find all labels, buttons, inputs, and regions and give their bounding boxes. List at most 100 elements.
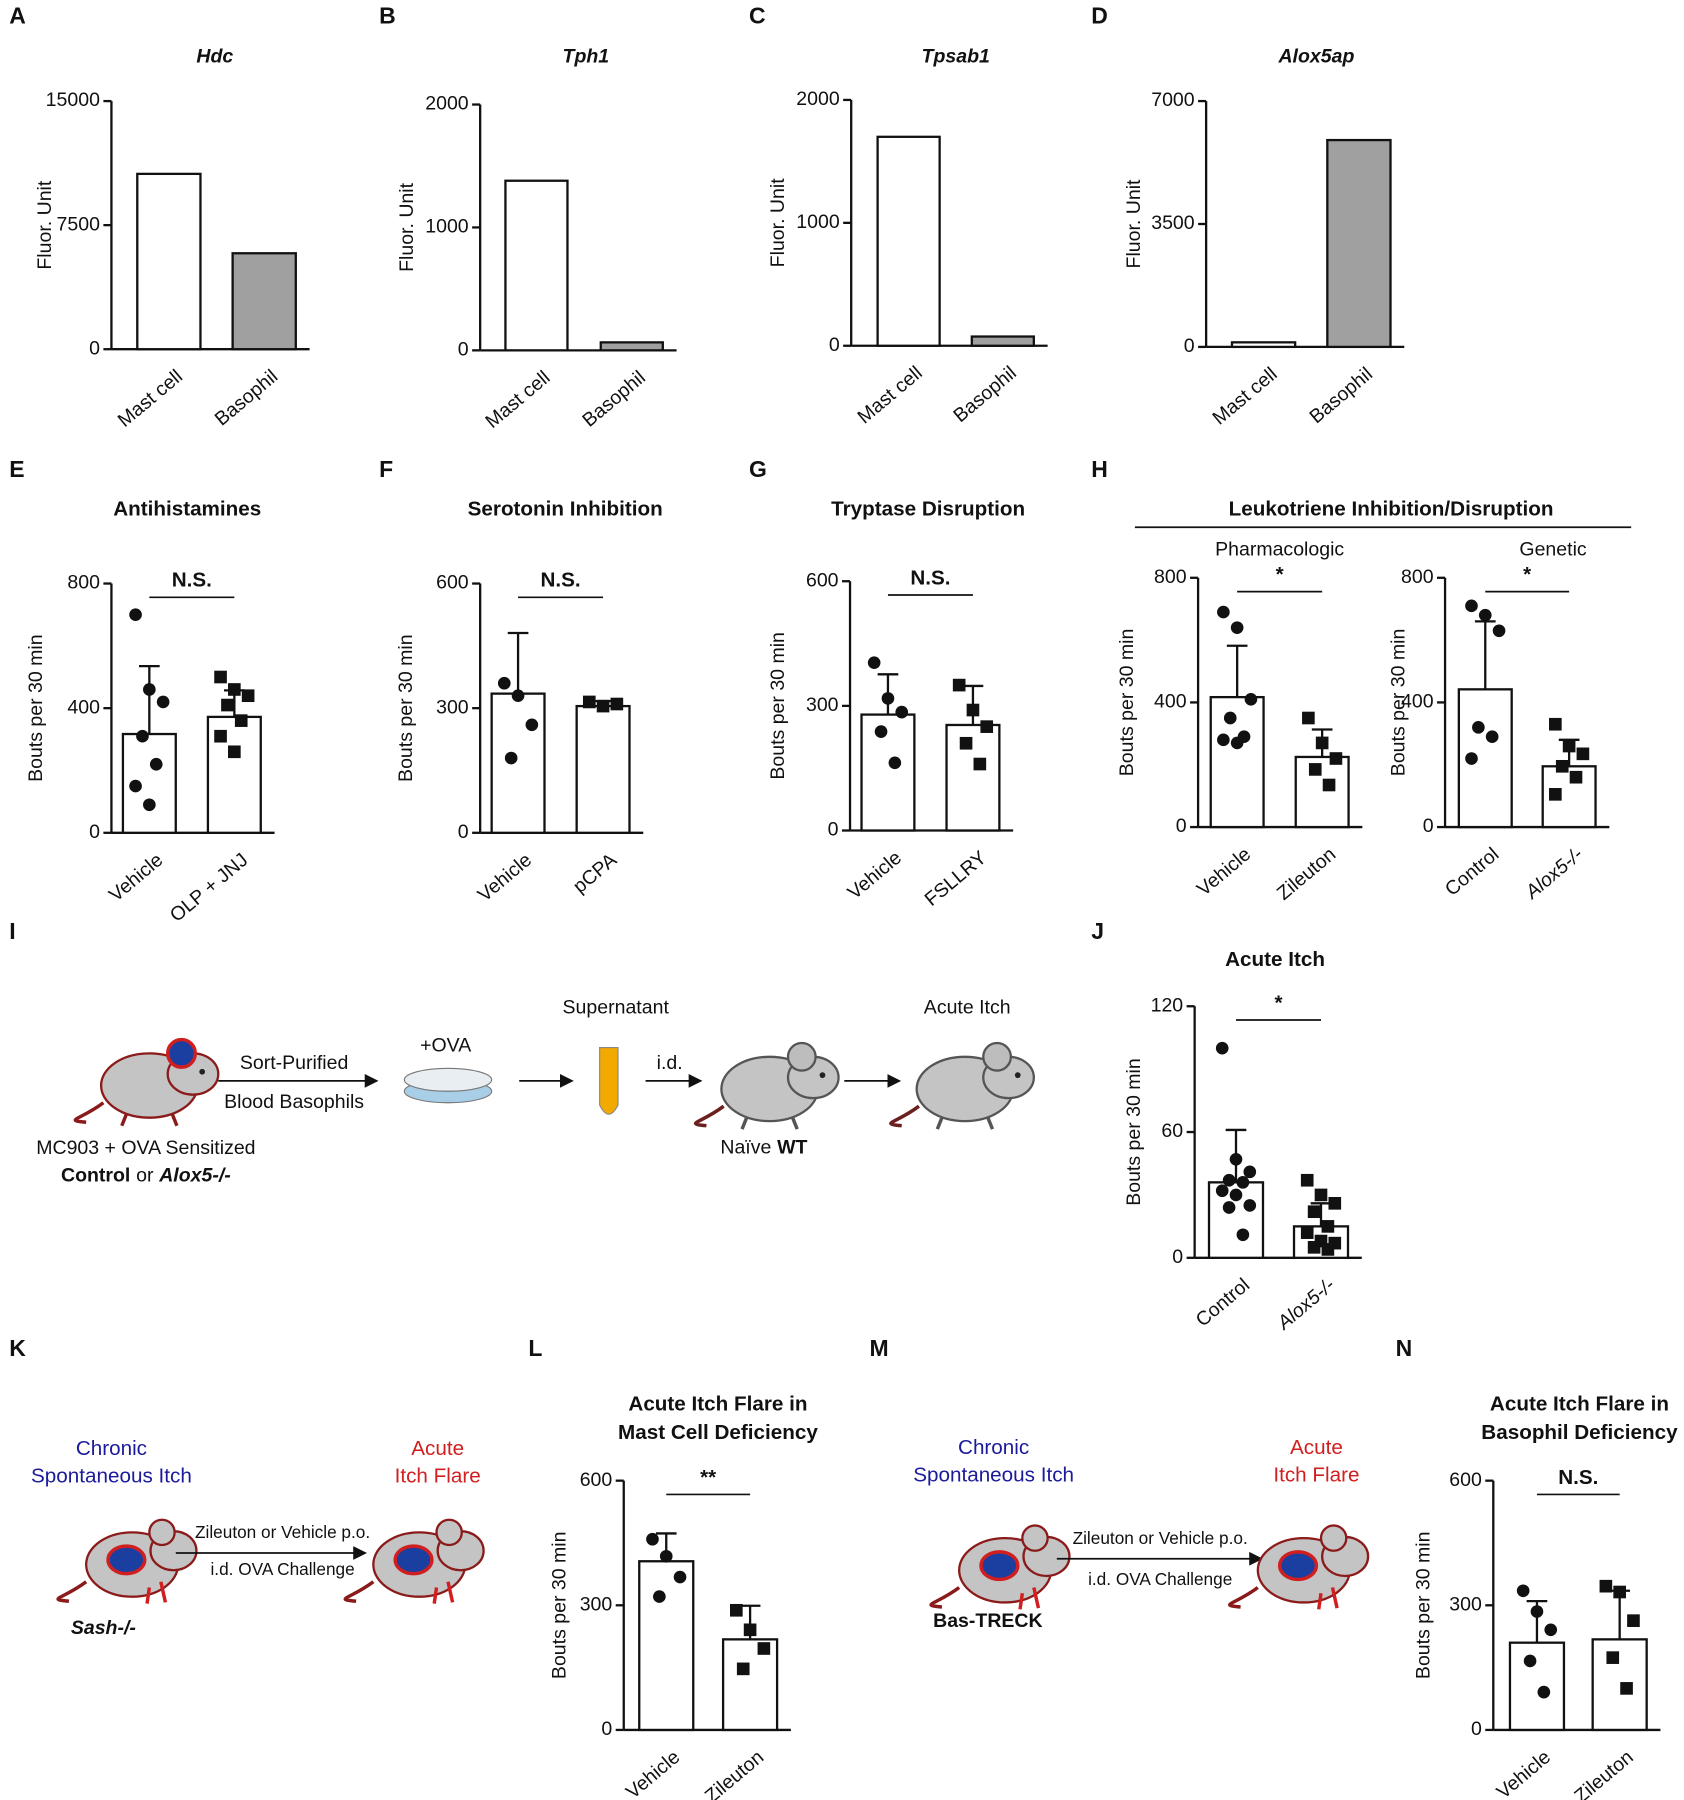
mouse-icon (693, 1041, 841, 1131)
bar (231, 252, 297, 351)
x-tick-label: Zileuton (1273, 843, 1340, 904)
y-tick-label: 300 (580, 1593, 613, 1615)
panel-label: J (1091, 918, 1104, 944)
data-point (1308, 763, 1322, 776)
chart-title: Hdc (196, 46, 233, 68)
data-point (1236, 1228, 1250, 1242)
x-tick-label: Vehicle (474, 849, 536, 906)
chart-title: Acute Itch Flare in (1490, 1392, 1669, 1415)
y-tick-label: 3500 (1151, 212, 1195, 234)
panel-label: B (379, 2, 396, 28)
data-point (673, 1570, 687, 1584)
start-label: Chronic (958, 1436, 1029, 1459)
tube (599, 1047, 619, 1115)
y-tick-label: 400 (1401, 691, 1434, 713)
data-point (1300, 1226, 1314, 1239)
data-point (874, 725, 888, 738)
data-point (1530, 1605, 1544, 1618)
dish (403, 1067, 493, 1092)
end-label: Itch Flare (1273, 1464, 1359, 1487)
start-label: Spontaneous Itch (913, 1464, 1074, 1487)
recipient-text: WT (777, 1137, 807, 1159)
data-point (1537, 1685, 1551, 1699)
data-point (241, 689, 255, 703)
y-axis-label: Fluor. Unit (1123, 179, 1145, 269)
end-label: Itch Flare (395, 1465, 481, 1488)
x-tick-label: Vehicle (105, 849, 167, 906)
y-tick-label: 0 (89, 821, 100, 843)
x-tick-label: Basophil (578, 367, 649, 432)
data-point (234, 714, 248, 727)
y-tick-label: 800 (1401, 566, 1434, 588)
data-point (1555, 759, 1569, 773)
significance-label: N.S. (910, 566, 950, 589)
bar (490, 692, 546, 834)
y-tick-label: 7000 (1151, 89, 1195, 111)
data-point (129, 608, 142, 622)
data-point (973, 757, 987, 771)
data-point (1230, 621, 1244, 634)
y-axis-label: Bouts per 30 min (1123, 1058, 1145, 1206)
data-point (1485, 730, 1499, 744)
data-point (1217, 605, 1230, 619)
data-point (1549, 717, 1562, 731)
data-point (1465, 599, 1478, 613)
data-point (1315, 736, 1329, 750)
panel-label: M (870, 1335, 889, 1361)
data-point (582, 695, 596, 709)
data-point (736, 1662, 750, 1676)
panel-label: D (1091, 2, 1108, 28)
y-tick-label: 300 (1449, 1593, 1482, 1615)
y-tick-label: 0 (1176, 815, 1187, 837)
significance-label: ** (700, 1466, 717, 1489)
significance-label: N.S. (540, 569, 580, 592)
data-point (1314, 1188, 1328, 1202)
data-point (143, 683, 156, 696)
start-label: Spontaneous Itch (31, 1465, 192, 1488)
y-axis-label: Bouts per 30 min (1116, 629, 1138, 777)
data-point (497, 676, 511, 690)
data-point (1215, 1184, 1229, 1198)
x-tick-label: Vehicle (622, 1746, 684, 1800)
x-tick-label: Zileuton (1570, 1746, 1637, 1800)
y-tick-label: 0 (1471, 1718, 1482, 1740)
bar (136, 172, 202, 351)
data-point (1627, 1614, 1640, 1627)
y-tick-label: 400 (67, 696, 100, 718)
data-point (1222, 1201, 1236, 1214)
end-label: Acute (1290, 1436, 1343, 1459)
chart-title: Tph1 (563, 46, 610, 68)
data-point (959, 736, 973, 750)
data-point (228, 683, 241, 696)
result-label: Acute Itch (924, 997, 1011, 1019)
data-point (980, 720, 994, 733)
data-point (1307, 1241, 1321, 1254)
data-point (1229, 1188, 1243, 1202)
panel-label: G (749, 456, 767, 482)
recipient-label: Naïve WT (720, 1137, 807, 1159)
y-axis-label: Bouts per 30 min (767, 632, 789, 780)
data-point (1307, 1205, 1321, 1219)
data-point (757, 1642, 771, 1655)
x-tick-label: Alox5-/- (1273, 1274, 1340, 1335)
significance-label: N.S. (172, 569, 212, 592)
data-point (881, 692, 895, 705)
donor-text: Control (61, 1164, 130, 1186)
y-tick-label: 2000 (796, 88, 840, 110)
y-tick-label: 0 (1423, 815, 1434, 837)
bar (945, 723, 1001, 832)
x-tick-label: Vehicle (1193, 843, 1255, 900)
y-tick-label: 600 (436, 572, 469, 594)
data-point (1223, 711, 1237, 725)
group-title: Leukotriene Inhibition/Disruption (1229, 497, 1554, 520)
data-point (1465, 752, 1478, 765)
data-point (1478, 608, 1492, 622)
panel-label: K (9, 1335, 26, 1361)
data-point (1302, 711, 1315, 725)
y-axis-label: Bouts per 30 min (25, 634, 47, 782)
data-point (659, 1549, 673, 1563)
data-point (596, 699, 610, 713)
arrow-label: Blood Basophils (224, 1091, 364, 1113)
data-point (1236, 1176, 1250, 1189)
data-point (1472, 721, 1485, 734)
